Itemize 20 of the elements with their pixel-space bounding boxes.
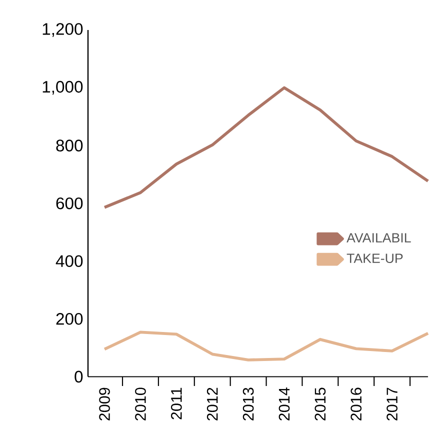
x-tick-label: 2014	[278, 388, 290, 420]
x-tick-label: 2013	[242, 388, 254, 420]
x-tick-label: 2010	[135, 388, 146, 420]
y-tick-label: 400	[56, 255, 83, 268]
x-tick-label: 2017	[386, 388, 398, 420]
y-tick-label: 1,000	[42, 80, 83, 95]
x-tick-label: 2016	[350, 388, 362, 420]
line-series	[103, 330, 429, 362]
line-series	[103, 86, 429, 209]
x-tick-label: 2012	[206, 388, 218, 420]
x-tick-label: 2009	[99, 388, 110, 420]
y-tick-label: 1,200	[42, 23, 83, 37]
y-tick-label: 800	[56, 140, 83, 152]
legend-label: AVAILABIL	[346, 233, 411, 242]
y-tick-label: 200	[56, 313, 83, 325]
x-tick-label: 2015	[314, 388, 326, 420]
y-tick-label: 600	[56, 197, 83, 210]
y-tick-label: 0	[74, 370, 83, 383]
x-tick-label: 2011	[170, 388, 182, 420]
legend-label: TAKE-UP	[346, 254, 403, 264]
